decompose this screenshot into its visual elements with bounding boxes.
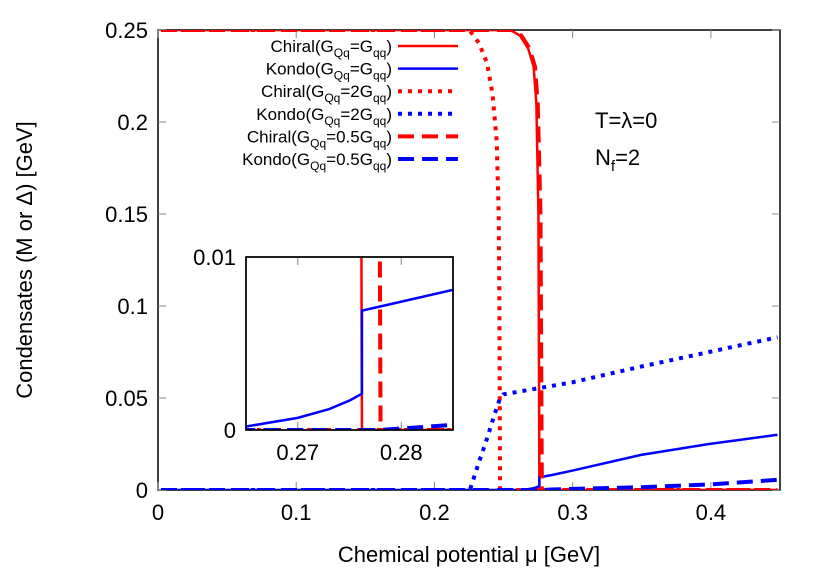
main-series <box>161 30 778 490</box>
inset-x-tick-label: 0.28 <box>380 440 423 465</box>
main-y-tick-label: 0.1 <box>117 294 148 319</box>
series-line-5 <box>161 477 778 490</box>
main-y-tick-label: 0 <box>136 478 148 503</box>
legend-label-3: Kondo(GQq=2Gqq) <box>256 105 392 128</box>
main-x-tick-label: 0.1 <box>281 500 312 525</box>
legend: Chiral(GQq=Gqq)Kondo(GQq=Gqq)Chiral(GQq=… <box>242 37 458 173</box>
inset-y-tick-label: 0 <box>224 418 236 443</box>
main-x-tick-label: 0 <box>152 500 164 525</box>
main-y-tick-label: 0.2 <box>117 110 148 135</box>
y-axis-label: Condensates (M or Δ) [GeV] <box>12 121 37 399</box>
inset-y-tick-label: 0.01 <box>193 245 236 270</box>
inset-border <box>245 256 454 431</box>
main-y-tick-label: 0.15 <box>105 202 148 227</box>
legend-label-1: Kondo(GQq=Gqq) <box>266 60 392 83</box>
inset-series <box>246 257 453 430</box>
inset-frame <box>245 256 454 431</box>
main-x-tick-label: 0.4 <box>696 500 727 525</box>
legend-label-0: Chiral(GQq=Gqq) <box>271 37 393 60</box>
series-line-3 <box>161 335 778 490</box>
main-y-tick-label: 0.05 <box>105 386 148 411</box>
legend-label-2: Chiral(GQq=2Gqq) <box>261 82 392 105</box>
main-x-tick-label: 0.3 <box>557 500 588 525</box>
legend-label-5: Kondo(GQq=0.5Gqq) <box>242 150 392 173</box>
annotation-flavors: Nf=2 <box>595 145 640 175</box>
series-line-4 <box>161 30 778 490</box>
annotation-temperature: T=λ=0 <box>595 108 657 133</box>
main-x-tick-label: 0.2 <box>419 500 450 525</box>
series-line-2 <box>161 30 778 490</box>
legend-label-4: Chiral(GQq=0.5Gqq) <box>247 127 392 150</box>
x-axis-label: Chemical potential μ [GeV] <box>338 542 600 567</box>
inset-x-tick-label: 0.27 <box>276 440 319 465</box>
main-y-tick-label: 0.25 <box>105 18 148 43</box>
inset-series-line-1 <box>246 288 453 428</box>
inset-plot: 0.27 0.28 0 0.01 <box>193 245 454 465</box>
